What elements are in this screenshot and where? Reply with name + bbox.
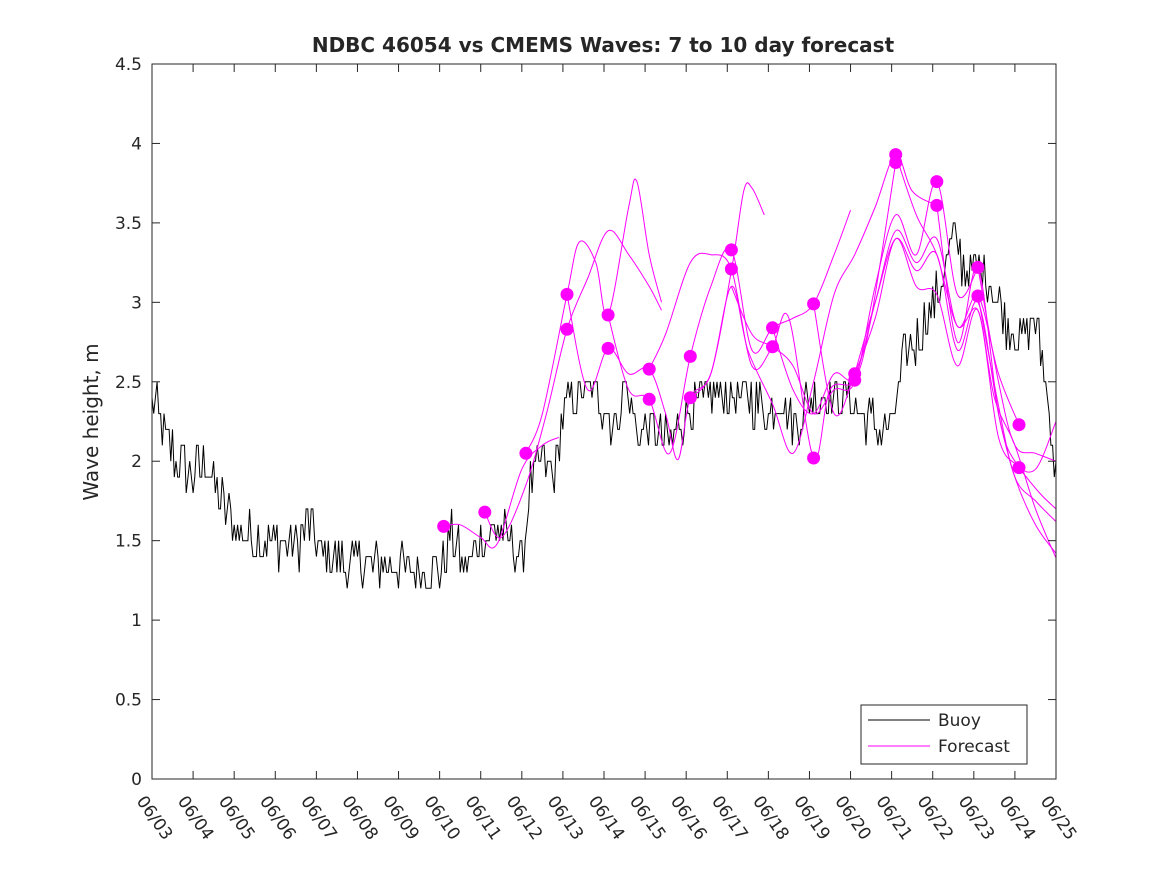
forecast-marker — [642, 362, 656, 376]
x-tick-label: 06/14 — [584, 792, 628, 844]
x-tick-label: 06/24 — [995, 792, 1039, 844]
chart-title: NDBC 46054 vs CMEMS Waves: 7 to 10 day f… — [312, 33, 895, 57]
y-tick-label: 2.5 — [115, 373, 142, 393]
y-tick-label: 4 — [131, 134, 142, 154]
legend-buoy-label: Buoy — [938, 711, 981, 731]
forecast-marker — [601, 308, 615, 322]
legend: Buoy Forecast — [860, 704, 1028, 765]
forecast-series-line — [977, 267, 1056, 462]
y-tick-label: 4.5 — [115, 55, 142, 75]
y-axis: 0 0.5 1 1.5 2 2.5 3 3.5 4 4.5 — [115, 55, 1056, 790]
forecast-marker-layer — [437, 148, 1026, 533]
x-tick-label: 06/16 — [666, 792, 710, 844]
plot-frame — [151, 63, 1057, 780]
forecast-marker — [1012, 461, 1026, 475]
forecast-series-line — [484, 229, 662, 539]
x-tick-label: 06/19 — [789, 792, 833, 844]
forecast-series-line — [895, 154, 1056, 559]
forecast-marker — [560, 322, 574, 336]
x-tick-label: 06/18 — [748, 792, 792, 844]
forecast-marker — [807, 451, 821, 465]
x-tick-label: 06/23 — [954, 792, 998, 844]
buoy-series-line — [152, 222, 1056, 589]
forecast-marker — [437, 519, 451, 533]
y-tick-label: 1.5 — [115, 532, 142, 552]
forecast-marker — [601, 341, 615, 355]
x-tick-label: 06/22 — [913, 792, 957, 844]
series-layer — [152, 154, 1056, 589]
forecast-marker — [683, 391, 697, 405]
y-tick-label: 0.5 — [115, 691, 142, 711]
forecast-marker — [848, 373, 862, 387]
forecast-marker — [766, 340, 779, 354]
x-tick-label: 06/10 — [420, 792, 464, 844]
y-tick-label: 0 — [131, 770, 142, 790]
x-tick-label: 06/09 — [378, 792, 422, 844]
x-tick-label: 06/20 — [830, 792, 874, 844]
y-tick-label: 1 — [131, 611, 142, 631]
forecast-marker — [683, 349, 697, 363]
forecast-marker — [724, 262, 738, 276]
forecast-marker — [766, 321, 779, 335]
forecast-marker — [642, 392, 656, 406]
x-tick-label: 06/13 — [543, 792, 587, 844]
x-tick-label: 06/06 — [255, 792, 299, 844]
forecast-series-line — [936, 205, 1056, 473]
forecast-marker — [889, 156, 903, 169]
x-tick-label: 06/11 — [461, 792, 505, 844]
x-tick-label: 06/15 — [625, 792, 669, 844]
y-tick-label: 2 — [131, 452, 142, 472]
x-tick-label: 06/04 — [173, 792, 217, 844]
forecast-marker — [724, 243, 738, 257]
x-tick-label: 06/21 — [872, 792, 916, 844]
forecast-marker — [971, 289, 985, 303]
forecast-marker — [971, 260, 985, 274]
x-tick-label: 06/17 — [707, 792, 751, 844]
forecast-marker — [519, 446, 533, 460]
forecast-marker — [930, 175, 944, 189]
legend-forecast-label: Forecast — [938, 737, 1010, 757]
forecast-marker — [560, 287, 574, 301]
forecast-series-line — [525, 178, 662, 454]
x-tick-label: 06/07 — [296, 792, 340, 844]
legend-box — [860, 704, 1028, 765]
x-tick-label: 06/03 — [132, 792, 176, 844]
forecast-marker — [807, 297, 821, 311]
forecast-marker — [930, 198, 944, 212]
x-tick-label: 06/25 — [1036, 792, 1080, 844]
forecast-marker — [1012, 418, 1026, 432]
y-tick-label: 3 — [131, 293, 142, 313]
x-tick-label: 06/12 — [502, 792, 546, 844]
x-tick-label: 06/08 — [337, 792, 381, 844]
forecast-marker — [478, 505, 492, 519]
y-tick-label: 3.5 — [115, 214, 142, 234]
x-tick-label: 06/05 — [214, 792, 258, 844]
forecast-series-line — [443, 436, 560, 549]
forecast-series-line — [977, 295, 1056, 522]
y-axis-label: Wave height, m — [79, 343, 103, 500]
